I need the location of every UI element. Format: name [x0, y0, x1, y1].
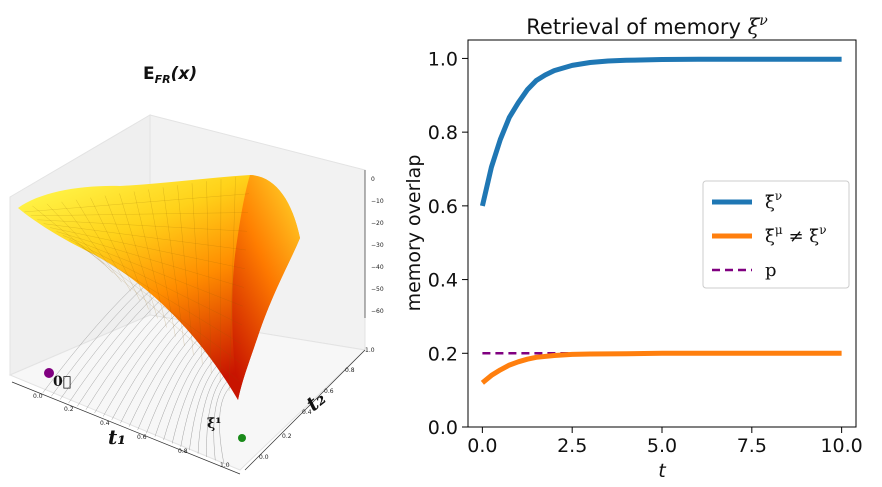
series-lines: [479, 56, 842, 385]
legend-box: [702, 180, 850, 289]
retrieval-chart: Retrieval of memory ξν 0.0 0.2 0.4 0.6 0.8 1.…: [403, 13, 863, 482]
mesh-line: [69, 239, 243, 326]
memory-point: [238, 434, 246, 442]
mesh-line: [119, 193, 158, 319]
x-tick: 0.4: [100, 420, 110, 427]
y-tick: 0.8: [345, 367, 355, 374]
surface-mesh: [24, 177, 250, 391]
x-tick: 1.0: [220, 462, 230, 469]
mesh-line: [219, 179, 222, 382]
mesh-line: [62, 235, 244, 307]
series-line-xi-mu: [480, 350, 842, 385]
y-axis-line: [244, 349, 366, 471]
x-tick-label: 7.5: [737, 435, 767, 457]
y-axis-title: memory overlap: [403, 155, 425, 312]
surface-right-fold: [232, 175, 300, 400]
legend-label-xi-mu: ξ̄μ ≠ ξ̄ν: [765, 223, 826, 247]
y-tick: 0.4: [302, 409, 312, 416]
x-axis-title: t: [658, 460, 667, 482]
mesh-line: [43, 223, 247, 251]
z-tick: −40: [371, 264, 384, 271]
z-tick: −30: [371, 242, 384, 249]
legend: ξ̄ν ξ̄μ ≠ ξ̄ν p: [702, 180, 850, 289]
z-tick: −60: [371, 308, 384, 315]
y-axis-ticks: 0.0 0.2 0.4 0.6 0.8 1.0: [428, 48, 468, 439]
x-tick-label: 10.0: [820, 435, 862, 457]
x-tick-label: 5.0: [647, 435, 677, 457]
mesh-line: [50, 227, 246, 269]
y-tick-label: 0.2: [428, 343, 458, 365]
z-tick: −50: [371, 286, 384, 293]
mesh-line: [228, 177, 236, 391]
y-tick: 1.0: [365, 347, 375, 354]
origin-label: 0⃗: [53, 374, 71, 390]
y-tick-label: 0.0: [428, 417, 458, 439]
z-tick: 0: [371, 176, 375, 183]
x-tick-label: 0.0: [467, 435, 497, 457]
x-axis-ticks: 0.0 2.5 5.0 7.5 10.0: [467, 427, 863, 457]
mesh-line: [206, 181, 212, 373]
y-tick: 0.0: [259, 454, 269, 461]
mesh-line: [191, 183, 203, 364]
surface-plot-title: EFR(x): [143, 64, 197, 86]
surface-sheet: [18, 175, 300, 400]
mesh-line: [61, 201, 122, 283]
y-tick: 0.6: [324, 388, 334, 395]
x-tick-label: 2.5: [557, 435, 587, 457]
z-tick: −10: [371, 198, 384, 205]
energy-surface-plot: EFR(x) 0 −10 −20 −30 −40 −50: [8, 64, 384, 475]
mesh-line: [90, 197, 140, 301]
x-tick: 0.0: [33, 393, 43, 400]
mesh-line: [177, 185, 194, 355]
x-tick: 0.2: [64, 406, 74, 413]
x-axis-line: [11, 381, 241, 475]
z-tick: −20: [371, 220, 384, 227]
y-ticks: 0.0 0.2 0.4 0.6 0.8 1.0: [259, 347, 375, 461]
mesh-line: [75, 243, 242, 344]
mesh-line: [88, 250, 240, 382]
mesh-line: [32, 205, 105, 265]
y-tick: 0.2: [282, 433, 292, 440]
memory-label: ξ̄¹: [207, 416, 221, 432]
x-tick: 0.8: [178, 448, 188, 455]
series-line-xi-nu: [479, 56, 842, 207]
origin-point: [44, 368, 54, 378]
legend-label-p: p: [765, 260, 777, 281]
mesh-line: [82, 247, 241, 363]
mesh-line: [46, 203, 113, 274]
mesh-line: [104, 195, 149, 310]
energy-surface: [18, 175, 300, 400]
mesh-line: [24, 193, 250, 213]
y-tick-label: 0.4: [428, 270, 458, 292]
x-ticks: 0.0 0.2 0.4 0.6 0.8 1.0: [33, 393, 230, 469]
mesh-line: [148, 189, 176, 337]
x-tick: 0.6: [137, 434, 147, 441]
z-ticks: 0 −10 −20 −30 −40 −50 −60: [371, 176, 384, 315]
mesh-line: [133, 191, 167, 328]
mesh-line: [37, 219, 248, 232]
chart-title: Retrieval of memory ξν: [526, 13, 768, 39]
y-tick-label: 0.8: [428, 122, 458, 144]
mesh-line: [162, 187, 185, 346]
mesh-line: [30, 212, 249, 216]
y-tick-label: 0.6: [428, 196, 458, 218]
x-axis-label: t₁: [108, 425, 126, 449]
mesh-line: [75, 199, 131, 292]
y-tick-label: 1.0: [428, 48, 458, 70]
mesh-line: [56, 231, 245, 288]
